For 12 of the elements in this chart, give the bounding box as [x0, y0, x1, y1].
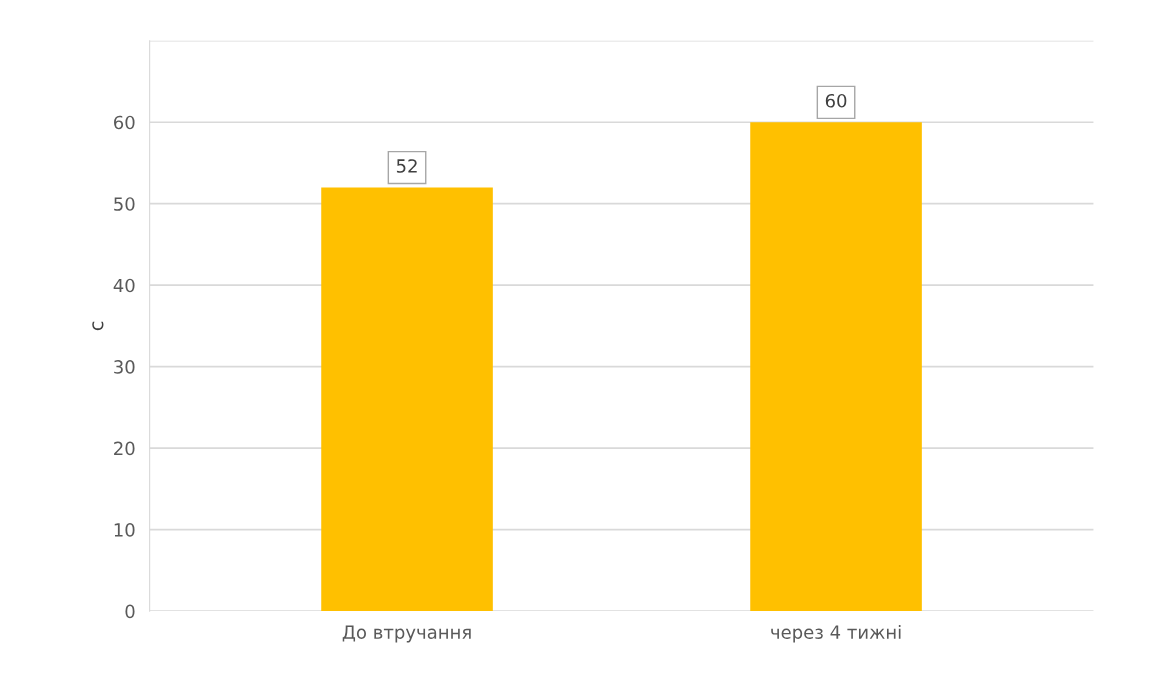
- y-tick-label: 30: [114, 360, 135, 374]
- y-axis-title: с: [92, 321, 104, 331]
- y-tick-label: 0: [125, 604, 135, 619]
- y-tick-label: 50: [114, 197, 135, 211]
- y-tick-label: 40: [113, 278, 135, 293]
- y-tick-label: 60: [114, 115, 135, 130]
- y-tick-label: 10: [114, 523, 135, 537]
- x-tick-label: До втручання: [342, 625, 471, 643]
- x-tick-label: через 4 тижні: [771, 624, 901, 643]
- y-tick-label: 20: [114, 441, 135, 456]
- data-label: 60: [825, 93, 847, 108]
- data-label: 52: [396, 159, 417, 173]
